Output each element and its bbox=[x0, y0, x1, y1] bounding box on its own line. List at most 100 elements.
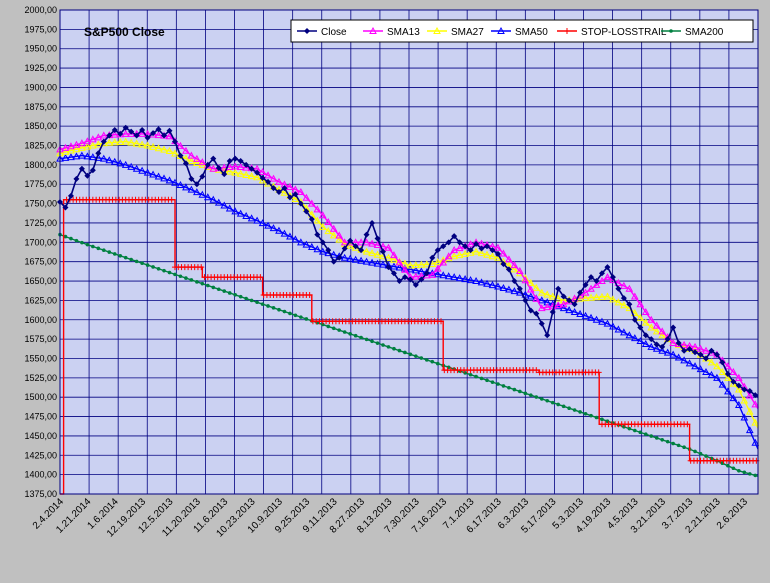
sma50-point bbox=[121, 160, 130, 168]
sma13-point bbox=[641, 307, 650, 316]
close-point bbox=[434, 247, 441, 254]
sma13-point bbox=[724, 362, 732, 370]
sma13-point bbox=[428, 270, 437, 278]
sma50-point bbox=[724, 387, 732, 395]
close-point bbox=[500, 261, 507, 268]
close-point bbox=[642, 332, 649, 339]
sma27-point bbox=[417, 260, 426, 268]
sma50-point bbox=[713, 373, 721, 381]
sma50-point bbox=[318, 247, 327, 255]
close-point bbox=[111, 127, 118, 134]
sma50-point bbox=[258, 219, 267, 227]
y-tick-label: 1475,00 bbox=[24, 412, 57, 422]
sma200-point bbox=[512, 387, 517, 392]
stop-losstrail-point bbox=[533, 367, 540, 374]
sma27-point bbox=[105, 138, 114, 146]
close-point bbox=[117, 130, 124, 137]
sma27-point bbox=[318, 222, 327, 230]
sma200-point bbox=[162, 268, 166, 273]
sma200-point bbox=[676, 443, 681, 448]
sma27-point bbox=[477, 249, 486, 257]
close-point bbox=[385, 264, 392, 271]
sma50-point bbox=[658, 346, 667, 354]
sma27-point bbox=[83, 142, 92, 150]
close-point bbox=[697, 351, 704, 358]
sma200-point bbox=[698, 451, 703, 456]
sma13-point bbox=[401, 265, 409, 273]
close-point bbox=[396, 278, 403, 285]
y-tick-label: 1825,00 bbox=[24, 141, 57, 151]
close-point bbox=[270, 185, 277, 192]
sma200-point bbox=[424, 358, 429, 362]
close-point bbox=[226, 158, 233, 165]
sma13-point bbox=[193, 154, 201, 162]
close-point bbox=[741, 386, 748, 393]
sma200-point bbox=[397, 348, 402, 353]
legend-item-sma13: SMA13 bbox=[363, 26, 420, 38]
sma200-point bbox=[468, 372, 473, 377]
sma50-point bbox=[521, 290, 530, 298]
legend-label: SMA13 bbox=[387, 27, 420, 38]
sma50-point bbox=[390, 262, 398, 270]
close-point bbox=[286, 194, 293, 201]
sma13-point bbox=[636, 300, 645, 308]
close-point bbox=[379, 248, 386, 255]
sma13-point bbox=[598, 276, 606, 285]
sma13-point bbox=[466, 240, 475, 248]
sma50-point bbox=[78, 151, 86, 159]
sma27-point bbox=[368, 249, 376, 257]
close-point bbox=[582, 281, 589, 288]
close-point bbox=[670, 324, 677, 331]
close-point bbox=[128, 128, 135, 135]
close-point bbox=[150, 130, 157, 137]
sma200-point bbox=[479, 376, 484, 381]
close-point bbox=[265, 178, 272, 185]
sma50-point bbox=[231, 207, 240, 215]
sma200-point bbox=[107, 250, 112, 254]
sma50-point bbox=[603, 319, 612, 327]
sma50-point bbox=[609, 322, 617, 330]
sma13-point bbox=[198, 158, 207, 166]
close-point bbox=[566, 297, 573, 304]
close-point bbox=[259, 175, 266, 182]
sma27-point bbox=[165, 146, 174, 154]
y-tick-label: 1800,00 bbox=[24, 160, 57, 170]
stop-losstrail-point bbox=[684, 421, 691, 428]
sma13-point bbox=[395, 258, 404, 266]
sma13-point bbox=[625, 284, 634, 292]
sma200-point bbox=[731, 466, 736, 471]
sma200-point bbox=[112, 252, 117, 256]
sma13-point bbox=[532, 294, 541, 302]
sma50-point bbox=[559, 304, 568, 312]
close-point bbox=[369, 219, 376, 226]
sma50-point bbox=[329, 250, 338, 258]
sma200-point bbox=[496, 382, 500, 386]
close-point bbox=[653, 341, 660, 348]
sma27-point bbox=[713, 362, 721, 370]
sma27-point bbox=[466, 248, 475, 256]
sma13-point bbox=[340, 238, 349, 246]
sma50-point bbox=[291, 235, 300, 243]
sma200-point bbox=[589, 413, 593, 418]
sma50-point bbox=[450, 273, 459, 281]
close-point bbox=[418, 276, 425, 283]
sma200-point bbox=[485, 378, 489, 383]
sma13-point bbox=[165, 132, 174, 140]
close-point bbox=[73, 175, 80, 182]
close-point bbox=[494, 250, 501, 257]
close-point bbox=[171, 138, 178, 145]
y-tick-label: 1750,00 bbox=[24, 199, 57, 209]
sma200-point bbox=[561, 404, 566, 409]
sma27-point bbox=[138, 140, 146, 148]
close-point bbox=[620, 295, 627, 302]
sma27-point bbox=[603, 292, 612, 300]
sma13-point bbox=[658, 327, 667, 335]
close-point bbox=[735, 382, 742, 389]
y-tick-label: 1650,00 bbox=[24, 276, 57, 286]
close-point bbox=[686, 346, 693, 353]
stop-losstrail-point bbox=[595, 369, 602, 376]
sma50-point bbox=[729, 394, 738, 402]
sma13-point bbox=[154, 131, 163, 139]
close-point bbox=[708, 347, 715, 354]
sma13-point bbox=[494, 243, 502, 251]
